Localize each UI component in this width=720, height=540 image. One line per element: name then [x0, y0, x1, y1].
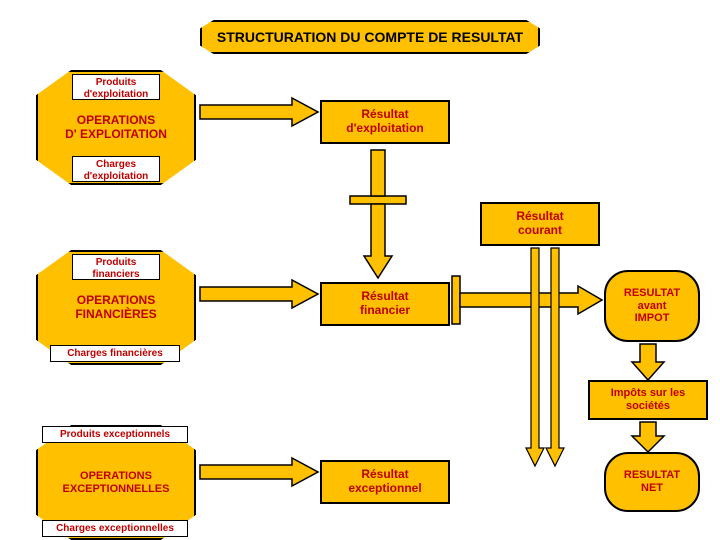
box-resultat-avant-impot: RESULTATavantIMPOT	[604, 270, 700, 342]
arrow-impots-down	[632, 422, 664, 452]
text-resultat-net: RESULTATNET	[624, 469, 680, 494]
text-resultat-financier: Résultatfinancier	[360, 290, 410, 318]
label-produits-financiers: Produitsfinanciers	[72, 254, 160, 280]
text-impots: Impôts sur lessociétés	[611, 387, 686, 412]
title-octagon: STRUCTURATION DU COMPTE DE RESULTAT	[200, 20, 540, 54]
box-resultat-net: RESULTATNET	[604, 452, 700, 512]
box-resultat-financier: Résultatfinancier	[320, 282, 450, 326]
page-title: STRUCTURATION DU COMPTE DE RESULTAT	[217, 29, 523, 45]
arrow-exceptionnelles-right	[200, 458, 318, 486]
arrow-avantimpot-down	[632, 344, 664, 380]
text-resultat-avant-impot: RESULTATavantIMPOT	[624, 287, 680, 325]
arrow-courant-down-1	[526, 248, 544, 466]
text-resultat-exceptionnel: Résultatexceptionnel	[348, 468, 421, 496]
arrow-exploitation-right	[200, 98, 318, 126]
text-resultat-exploitation: Résultatd'exploitation	[346, 108, 424, 136]
octagon-exceptionnelles-label: OPERATIONSEXCEPTIONNELLES	[63, 470, 170, 495]
text-resultat-courant: Résultatcourant	[516, 210, 563, 238]
label-produits-exploitation: Produitsd'exploitation	[72, 74, 160, 100]
label-charges-financieres: Charges financières	[50, 345, 180, 362]
arrow-financieres-right	[200, 280, 318, 308]
box-resultat-courant: Résultatcourant	[480, 202, 600, 246]
box-resultat-exploitation: Résultatd'exploitation	[320, 100, 450, 144]
box-resultat-exceptionnel: Résultatexceptionnel	[320, 460, 450, 504]
label-produits-exceptionnels: Produits exceptionnels	[42, 426, 188, 443]
arrow-exploitation-down-tbar	[350, 150, 406, 278]
octagon-financieres-label: OPERATIONSFINANCIÈRES	[75, 294, 156, 322]
label-charges-exploitation: Chargesd'exploitation	[72, 156, 160, 182]
arrow-financier-right-tbar	[452, 276, 602, 324]
label-charges-exceptionnelles: Charges exceptionnelles	[42, 520, 188, 537]
box-impots: Impôts sur lessociétés	[588, 380, 708, 420]
octagon-exploitation-label: OPERATIONSD' EXPLOITATION	[65, 114, 167, 142]
arrow-courant-down-2	[546, 248, 564, 466]
